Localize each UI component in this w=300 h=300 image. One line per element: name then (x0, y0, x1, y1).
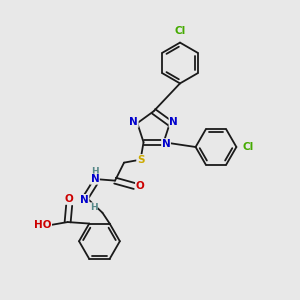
Text: Cl: Cl (174, 26, 186, 36)
Text: S: S (137, 154, 144, 165)
Text: H: H (91, 167, 99, 176)
Text: N: N (91, 174, 99, 184)
Text: HO: HO (34, 220, 52, 230)
Text: H: H (90, 203, 97, 212)
Text: N: N (80, 194, 89, 205)
Text: N: N (129, 117, 138, 127)
Text: Cl: Cl (242, 142, 254, 152)
Text: N: N (162, 139, 170, 149)
Text: O: O (136, 181, 144, 191)
Text: N: N (169, 117, 178, 127)
Text: O: O (65, 194, 74, 204)
